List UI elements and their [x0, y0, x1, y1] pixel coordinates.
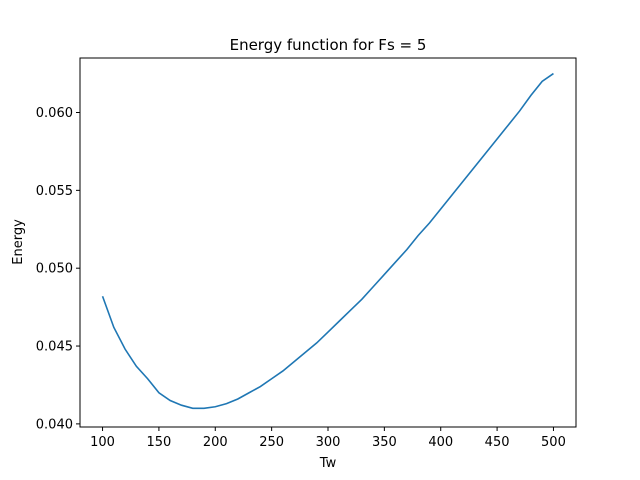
- x-axis: 100 150 200 250 300 350 400 450 500: [90, 427, 566, 450]
- y-tick-label: 0.055: [36, 184, 73, 199]
- x-tick-label: 500: [541, 435, 566, 450]
- x-tick-label: 350: [372, 435, 397, 450]
- x-tick-label: 150: [146, 435, 171, 450]
- x-tick-label: 300: [316, 435, 341, 450]
- y-tick-label: 0.045: [36, 340, 73, 355]
- y-tick-label: 0.060: [36, 106, 73, 121]
- x-tick-label: 250: [259, 435, 284, 450]
- y-tick-label: 0.040: [36, 417, 73, 432]
- chart-title: Energy function for Fs = 5: [230, 36, 427, 54]
- x-axis-label: Tw: [319, 456, 337, 471]
- y-axis: 0.040 0.045 0.050 0.055 0.060: [36, 106, 80, 432]
- x-tick-label: 400: [428, 435, 453, 450]
- plot-frame: [79, 57, 577, 428]
- y-tick-label: 0.050: [36, 262, 73, 277]
- y-axis-label: Energy: [11, 219, 26, 265]
- energy-series-line: [101, 72, 554, 410]
- x-tick-label: 100: [90, 435, 115, 450]
- x-tick-label: 450: [485, 435, 510, 450]
- x-tick-label: 200: [203, 435, 228, 450]
